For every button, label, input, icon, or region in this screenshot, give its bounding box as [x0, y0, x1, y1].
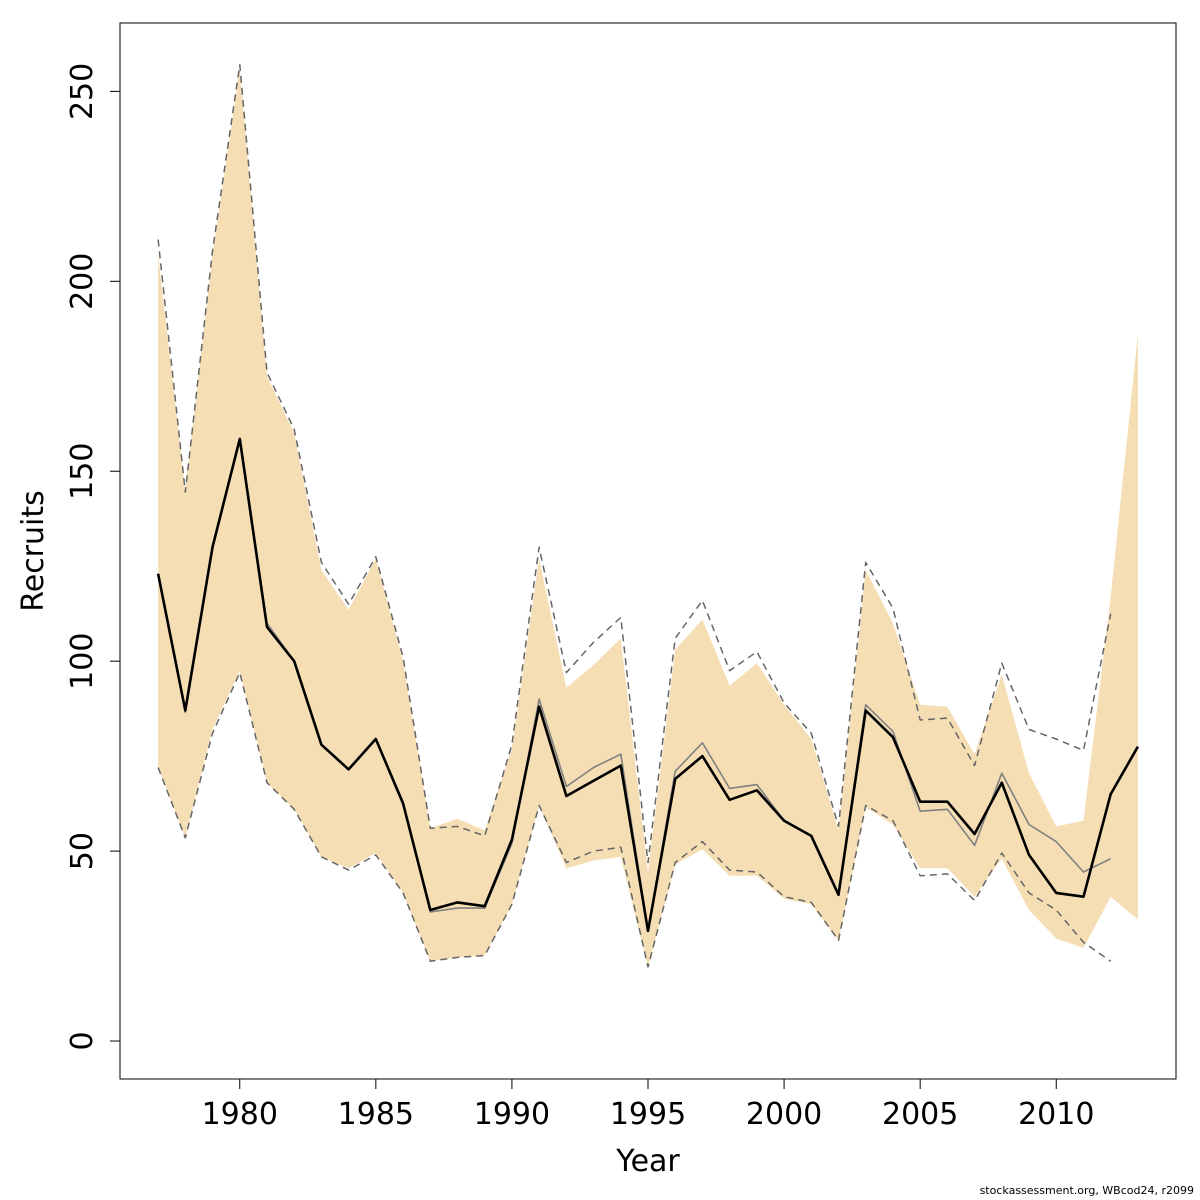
current-estimate-line [156, 437, 1140, 933]
x-axis-title: Year [615, 1144, 680, 1179]
credit-text: stockassessment.org, WBcod24, r2099 [979, 1184, 1194, 1197]
y-tick-label: 200 [65, 253, 100, 310]
y-axis-title: Recruits [16, 490, 51, 612]
axes: 1980 1985 1990 1995 2000 2005 2010 0 50 100 150 200… [65, 63, 1094, 1132]
x-tick-label: 1985 [338, 1097, 414, 1132]
y-tick-label: 150 [65, 443, 100, 500]
x-tick-label: 1995 [610, 1097, 686, 1132]
y-tick-label: 50 [65, 832, 100, 870]
previous-lower-bound-line [157, 671, 1112, 968]
x-tick-label: 2005 [882, 1097, 958, 1132]
plot-area [156, 64, 1140, 968]
x-tick-label: 1990 [474, 1097, 550, 1132]
y-tick-label: 0 [65, 1031, 100, 1050]
x-tick-label: 2010 [1018, 1097, 1094, 1132]
previous-upper-bound-line [157, 64, 1112, 864]
x-tick-label: 2000 [746, 1097, 822, 1132]
y-tick-label: 100 [65, 633, 100, 690]
x-tick-label: 1980 [202, 1097, 278, 1132]
y-tick-label: 250 [65, 63, 100, 120]
confidence-band [158, 68, 1138, 967]
